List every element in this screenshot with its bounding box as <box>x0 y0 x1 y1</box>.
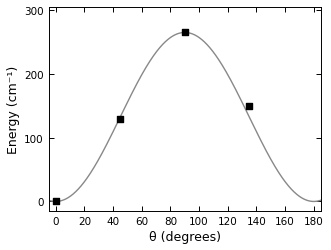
Y-axis label: Energy (cm⁻¹): Energy (cm⁻¹) <box>7 66 20 154</box>
Point <box>247 104 252 108</box>
Point <box>53 200 58 204</box>
Point <box>182 31 187 35</box>
X-axis label: θ (degrees): θ (degrees) <box>149 230 221 243</box>
Point <box>118 117 123 121</box>
